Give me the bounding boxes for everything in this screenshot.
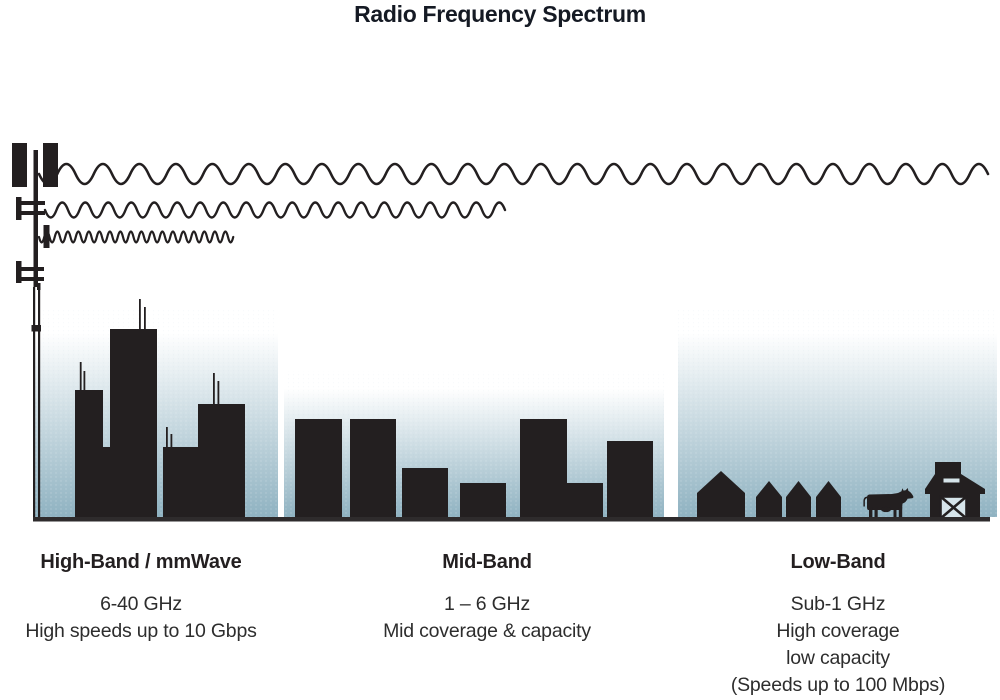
barn-icon [925,462,985,520]
building-icon [295,419,342,520]
mid-band-description: Mid coverage & capacity [383,620,591,642]
antenna-icon [213,373,215,405]
antenna-icon [83,371,86,391]
building-icon [402,468,448,520]
high-band-label-block: High-Band / mmWave 6-40 GHz High speeds … [5,550,277,645]
antenna-icon [166,427,168,448]
mid-band-title: Mid-Band [442,551,532,573]
house-icon [786,481,811,520]
radio-waves [37,162,990,244]
building-icon [607,441,653,520]
high-band-frequency: 6-40 GHz [100,593,182,615]
low-band-frequency: Sub-1 GHz [790,593,886,615]
cell-tower-icon [12,143,58,520]
mid-band-details: 1 – 6 GHz Mid coverage & capacity [337,591,637,645]
radio-wave-icon-short [37,230,235,244]
barn-window [943,478,960,483]
antenna-icon [170,434,173,448]
low-band-description: low capacity [786,647,890,669]
ground-line [33,517,990,522]
building-icon [103,447,110,520]
high-band-description: High speeds up to 10 Gbps [25,620,257,642]
antenna-icon [139,299,141,330]
house-icon [816,481,841,520]
house-icon [756,481,782,520]
skyscraper-icon [75,390,103,520]
building-icon [520,419,567,520]
building-icon [163,447,198,520]
diagram-title: Radio Frequency Spectrum [354,1,646,27]
antenna-icon [217,381,220,405]
building-icon [460,483,506,520]
radio-wave-icon-long [37,162,990,186]
mid-band-skyline [295,419,653,520]
spectrum-illustration [12,143,997,522]
high-band-details: 6-40 GHz High speeds up to 10 Gbps [5,591,277,645]
building-icon [567,483,603,520]
antenna-icon [144,307,146,330]
barn-door-cross [939,495,968,520]
building-icon [350,419,396,520]
high-band-city-skyline [75,299,245,520]
antenna-icon [79,362,82,391]
mid-band-label-block: Mid-Band 1 – 6 GHz Mid coverage & capaci… [337,550,637,645]
radio-wave-icon-medium [43,201,507,219]
low-band-label-block: Low-Band Sub-1 GHz High coverage low cap… [688,550,988,699]
skyscraper-icon [110,329,157,520]
low-band-title: Low-Band [790,551,886,573]
low-band-rural-scene [697,462,985,520]
house-icon [697,471,745,520]
high-band-title: High-Band / mmWave [40,551,242,573]
low-band-description: High coverage [776,620,900,642]
mid-band-frequency: 1 – 6 GHz [444,593,530,615]
skyscraper-icon [198,404,245,520]
low-band-speed: (Speeds up to 100 Mbps) [730,674,946,696]
low-band-details: Sub-1 GHz High coverage low capacity (Sp… [688,591,988,699]
cow-icon [863,488,914,520]
